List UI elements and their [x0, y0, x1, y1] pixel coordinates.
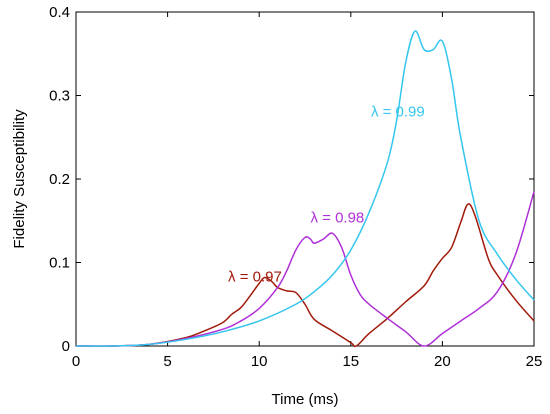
x-tick-label: 5: [163, 353, 171, 370]
y-tick-label: 0.4: [49, 4, 70, 21]
series-label-3: λ = 0.99: [371, 103, 425, 120]
ticks: [75, 11, 535, 347]
series-annotations: λ = 0.97 λ = 0.98 λ = 0.99: [228, 103, 425, 285]
y-tick-label: 0: [62, 338, 70, 355]
series-line-1: [75, 203, 535, 348]
y-tick-label: 0.1: [49, 255, 70, 272]
y-tick-label: 0.2: [49, 171, 70, 188]
x-tick-label: 0: [72, 353, 80, 370]
series-line-3: [75, 30, 535, 347]
x-tick-label: 25: [526, 353, 543, 370]
series-label-1: λ = 0.97: [228, 269, 282, 286]
plot-frame: [75, 11, 535, 347]
y-tick-label: 0.3: [49, 88, 70, 105]
x-tick-label: 10: [251, 353, 268, 370]
x-tick-label: 15: [342, 353, 359, 370]
series-lines: [75, 30, 535, 348]
x-axis-label: Time (ms): [272, 391, 339, 408]
tick-labels: 0 5 10 15 20 25 0 0.1 0.2 0.3 0.4: [49, 4, 542, 370]
x-tick-label: 20: [434, 353, 451, 370]
series-line-2: [75, 191, 535, 347]
y-axis-label: Fidelity Susceptibility: [11, 109, 28, 249]
series-label-2: λ = 0.98: [310, 209, 364, 226]
